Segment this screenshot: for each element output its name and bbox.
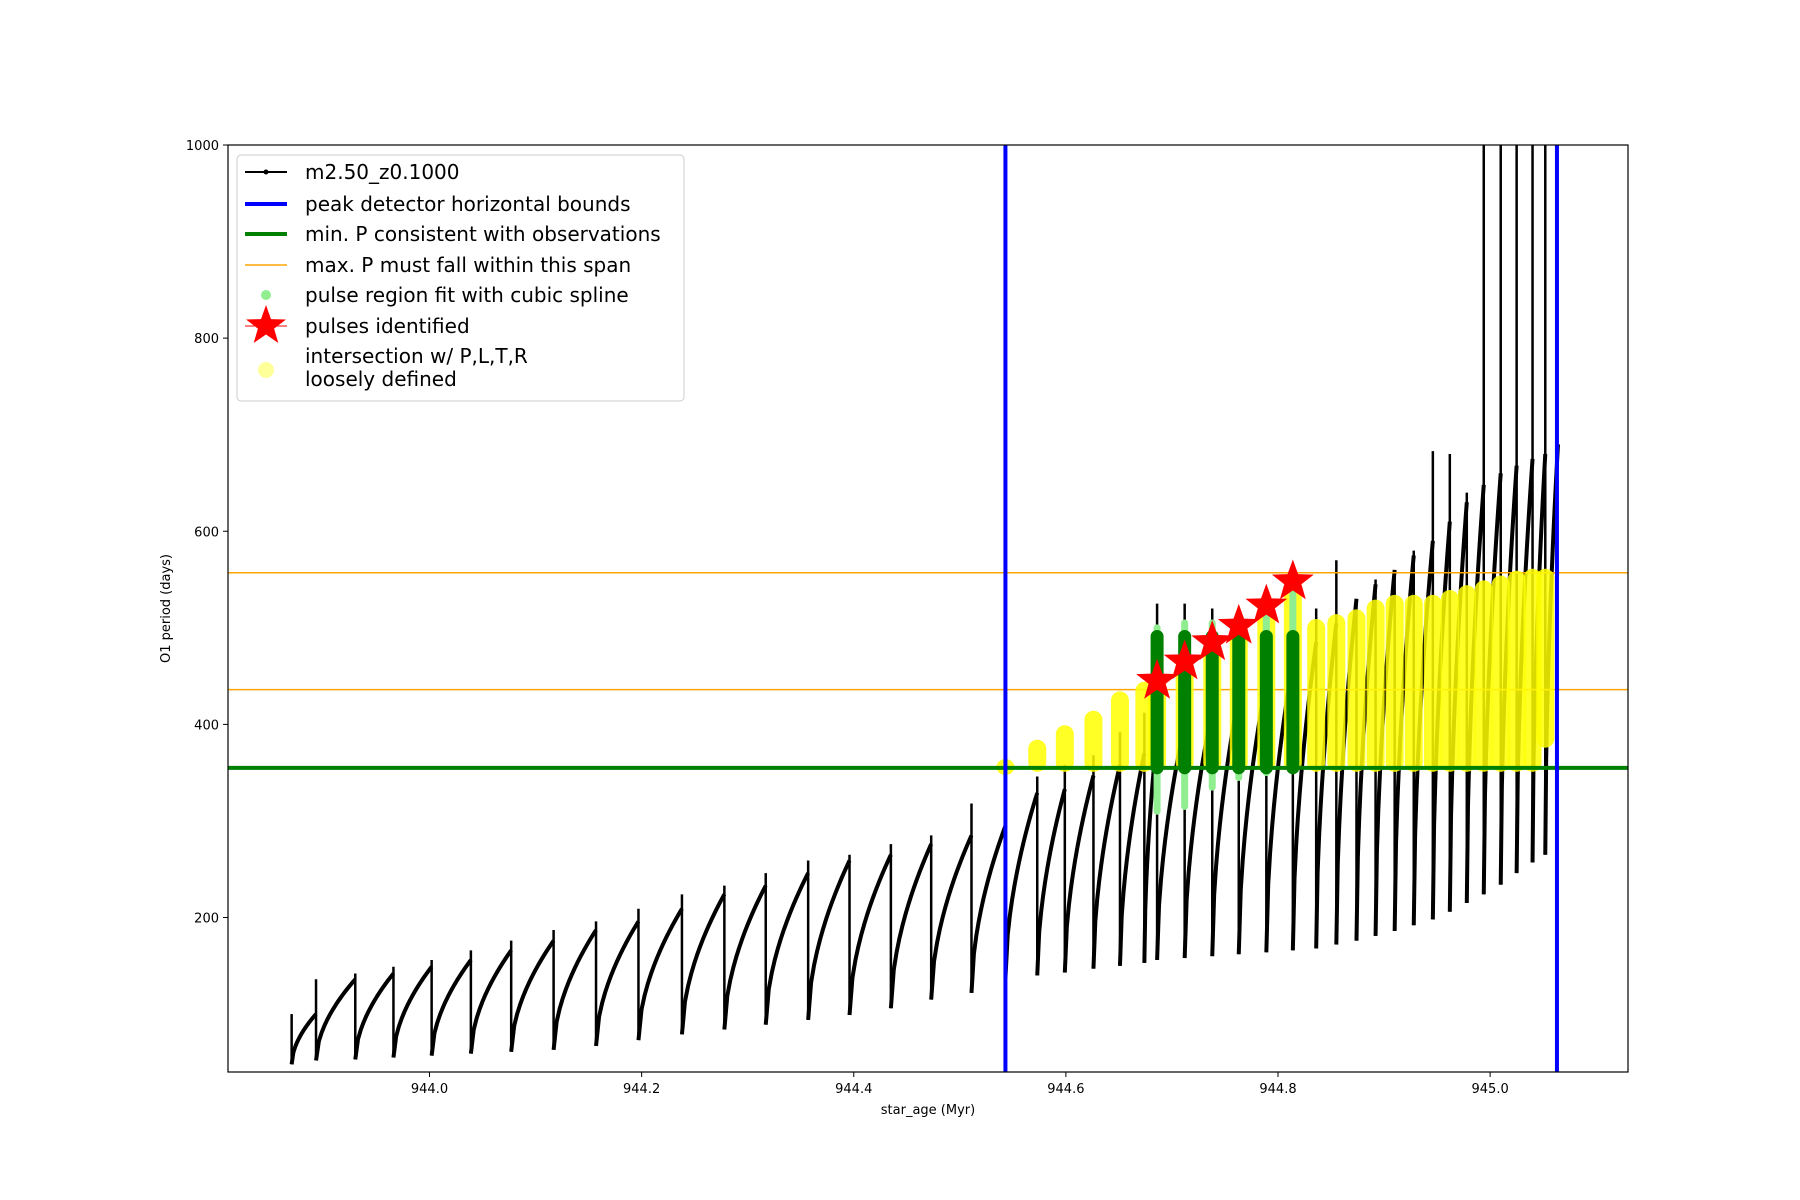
x-tick-label: 944.4: [835, 1082, 872, 1097]
intersection-region: [1423, 594, 1442, 772]
intersection-region: [1536, 568, 1555, 748]
intersection-region: [1327, 614, 1346, 772]
axes: 944.0 944.2 944.4 944.6 944.8 945.0 200 400 600 8…: [186, 139, 1629, 1097]
legend-box: [236, 154, 685, 402]
intersection-region: [1404, 594, 1423, 772]
legend-label: peak detector horizontal bounds: [305, 192, 631, 216]
intersection-region: [1028, 739, 1047, 772]
legend-label: max. P must fall within this span: [305, 253, 631, 277]
pulse-identified-star: [1163, 639, 1206, 680]
intersection-region: [1474, 580, 1493, 772]
legend-label: pulses identified: [305, 314, 470, 338]
intersection-region: [1307, 618, 1326, 772]
y-tick-label: 800: [194, 332, 219, 347]
pulse-identified-star: [1136, 658, 1179, 699]
intersection-region: [1440, 590, 1459, 772]
pulse-identified-star: [1217, 603, 1260, 644]
plot-area: [228, 145, 1628, 1072]
legend-label: m2.50_z0.1000: [305, 160, 460, 184]
legend-handle-star: [246, 305, 286, 343]
intersection-region: [1385, 594, 1404, 772]
x-tick-label: 944.8: [1259, 1082, 1296, 1097]
legend-handle-dot: [261, 290, 271, 300]
pulse-identified-star: [1245, 583, 1288, 624]
intersection-region: [1084, 710, 1103, 772]
x-axis-label: star_age (Myr): [881, 1103, 975, 1118]
legend-label: min. P consistent with observations: [305, 222, 661, 246]
legend-label: pulse region fit with cubic spline: [305, 283, 629, 307]
intersection-region: [1366, 599, 1385, 772]
intersection-region: [1110, 691, 1129, 772]
legend-label: intersection w/ P,L,T,R: [305, 344, 528, 368]
x-tick-label: 944.6: [1047, 1082, 1084, 1097]
intersection-region: [1507, 570, 1526, 772]
y-tick-label: 1000: [186, 139, 219, 154]
y-axis-label: O1 period (days): [159, 554, 174, 663]
x-tick-label: 945.0: [1472, 1082, 1509, 1097]
axes-frame: [227, 144, 1629, 1073]
intersection-region: [1457, 585, 1476, 772]
x-tick-label: 944.2: [623, 1082, 660, 1097]
pulse-identified-star: [1191, 620, 1234, 661]
x-tick-label: 944.0: [411, 1082, 448, 1097]
legend-handle-dot: [263, 169, 269, 175]
plot-content: [228, 145, 1628, 1072]
y-tick-label: 400: [194, 718, 219, 733]
pulse-identified-star: [1271, 559, 1314, 600]
intersection-region: [1055, 725, 1074, 772]
intersection-region: [1347, 609, 1366, 772]
intersection-region: [1491, 575, 1510, 772]
legend-label-line2: loosely defined: [305, 367, 457, 391]
y-tick-label: 600: [194, 525, 219, 540]
legend-handle-dot: [258, 362, 274, 378]
y-tick-label: 200: [194, 912, 219, 927]
